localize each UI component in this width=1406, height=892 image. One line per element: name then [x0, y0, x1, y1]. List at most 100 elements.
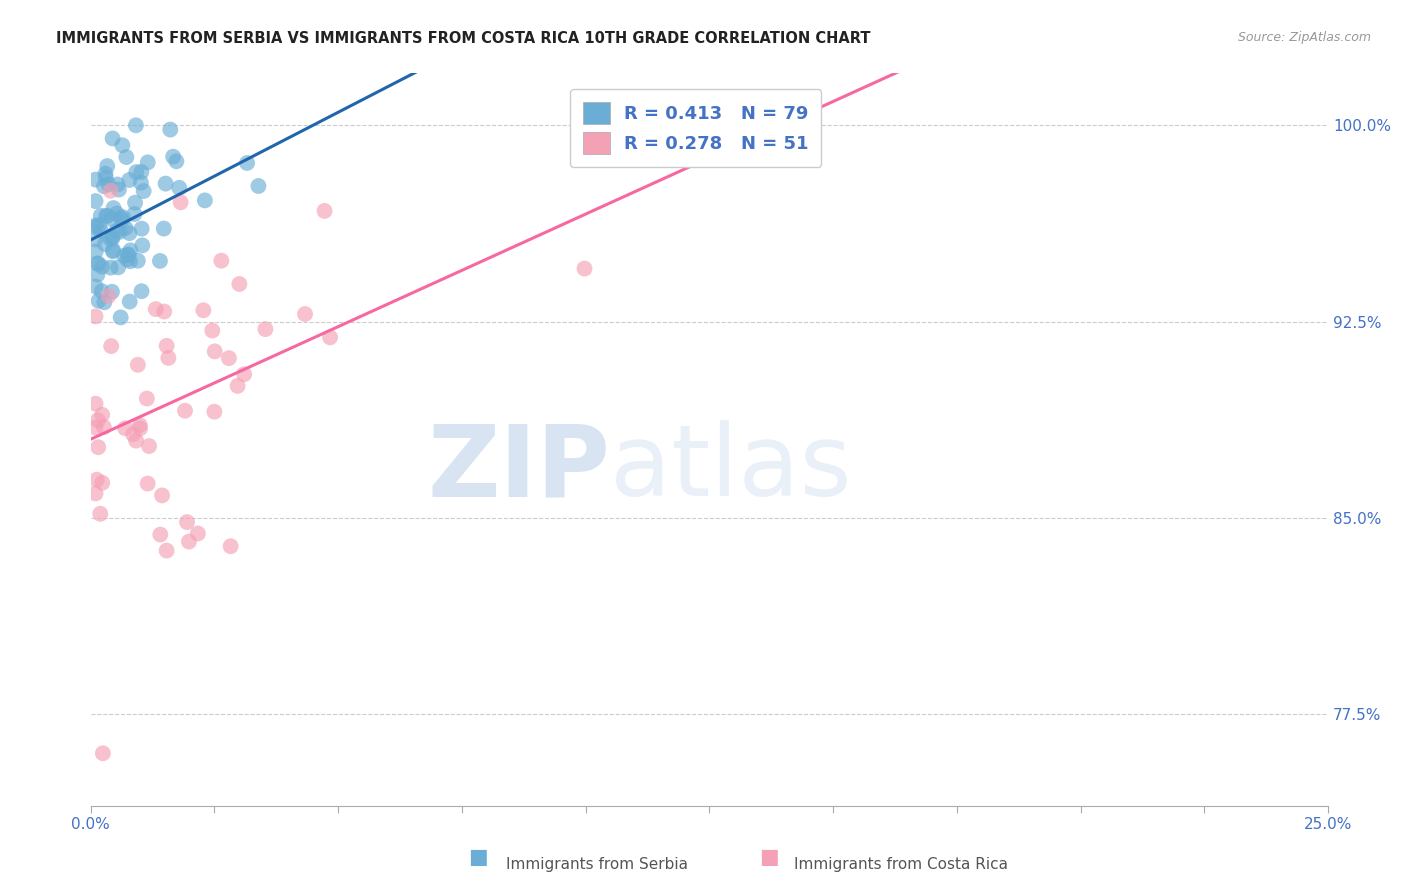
Point: [105, 206, 128, 220]
Point: [97, 289, 120, 303]
Text: ■: ■: [468, 847, 488, 867]
Point: [127, 253, 149, 268]
Point: [149, 527, 172, 541]
Point: [125, 118, 148, 132]
Point: [118, 226, 141, 240]
Text: Source: ZipAtlas.com: Source: ZipAtlas.com: [1237, 31, 1371, 45]
Point: [101, 231, 124, 245]
Point: [129, 176, 152, 190]
Point: [127, 358, 149, 372]
Point: [136, 476, 159, 491]
Point: [97, 178, 120, 192]
Point: [247, 179, 270, 194]
Point: [115, 252, 138, 267]
Point: [93, 179, 115, 194]
Point: [118, 294, 141, 309]
Point: [91, 746, 114, 760]
Point: [84, 279, 107, 293]
Point: [111, 211, 134, 225]
Point: [114, 221, 136, 235]
Point: [155, 543, 177, 558]
Point: [93, 295, 115, 310]
Point: [156, 339, 179, 353]
Point: [87, 293, 110, 308]
Point: [84, 486, 107, 500]
Point: [132, 184, 155, 198]
Point: [120, 244, 142, 258]
Point: [159, 122, 181, 136]
Point: [226, 379, 249, 393]
Point: [209, 253, 232, 268]
Point: [131, 238, 153, 252]
Point: [254, 322, 277, 336]
Point: [155, 177, 177, 191]
Point: [129, 421, 152, 435]
Point: [84, 172, 107, 186]
Text: atlas: atlas: [610, 420, 852, 517]
Point: [90, 209, 112, 223]
Text: IMMIGRANTS FROM SERBIA VS IMMIGRANTS FROM COSTA RICA 10TH GRADE CORRELATION CHAR: IMMIGRANTS FROM SERBIA VS IMMIGRANTS FRO…: [56, 31, 870, 46]
Point: [108, 182, 131, 196]
Point: [91, 408, 114, 422]
Point: [84, 232, 107, 246]
Point: [101, 131, 124, 145]
Point: [94, 237, 117, 252]
Point: [84, 219, 107, 233]
Point: [131, 165, 153, 179]
Point: [108, 225, 131, 239]
Point: [86, 473, 108, 487]
Point: [93, 420, 115, 434]
Point: [149, 254, 172, 268]
Point: [574, 261, 596, 276]
Point: [101, 244, 124, 259]
Point: [136, 155, 159, 169]
Point: [319, 330, 342, 344]
Text: ■: ■: [759, 847, 779, 867]
Point: [125, 165, 148, 179]
Point: [90, 224, 112, 238]
Point: [96, 209, 118, 223]
Point: [176, 515, 198, 529]
Point: [131, 284, 153, 298]
Point: [103, 201, 125, 215]
Point: [114, 421, 136, 435]
Point: [194, 194, 217, 208]
Point: [101, 229, 124, 244]
Point: [124, 195, 146, 210]
Point: [111, 213, 134, 227]
Point: [91, 260, 114, 274]
Point: [101, 285, 124, 299]
Point: [135, 392, 157, 406]
Point: [101, 243, 124, 257]
Point: [110, 310, 132, 325]
Point: [91, 475, 114, 490]
Point: [101, 212, 124, 227]
Legend: R = 0.413   N = 79, R = 0.278   N = 51: R = 0.413 N = 79, R = 0.278 N = 51: [569, 89, 821, 167]
Point: [117, 247, 139, 261]
Point: [120, 254, 142, 268]
Point: [204, 344, 226, 359]
Point: [86, 268, 108, 282]
Point: [100, 184, 122, 198]
Point: [202, 405, 225, 419]
Point: [94, 167, 117, 181]
Point: [162, 150, 184, 164]
Point: [177, 534, 200, 549]
Point: [145, 301, 167, 316]
Point: [219, 539, 242, 553]
Point: [157, 351, 180, 365]
Point: [107, 260, 129, 275]
Point: [118, 173, 141, 187]
Point: [107, 178, 129, 192]
Point: [86, 256, 108, 270]
Point: [110, 211, 132, 225]
Point: [236, 156, 259, 170]
Point: [153, 304, 176, 318]
Point: [87, 257, 110, 271]
Point: [125, 434, 148, 448]
Text: ZIP: ZIP: [427, 420, 610, 517]
Point: [100, 260, 122, 275]
Point: [112, 249, 135, 263]
Point: [90, 284, 112, 298]
Point: [174, 403, 197, 417]
